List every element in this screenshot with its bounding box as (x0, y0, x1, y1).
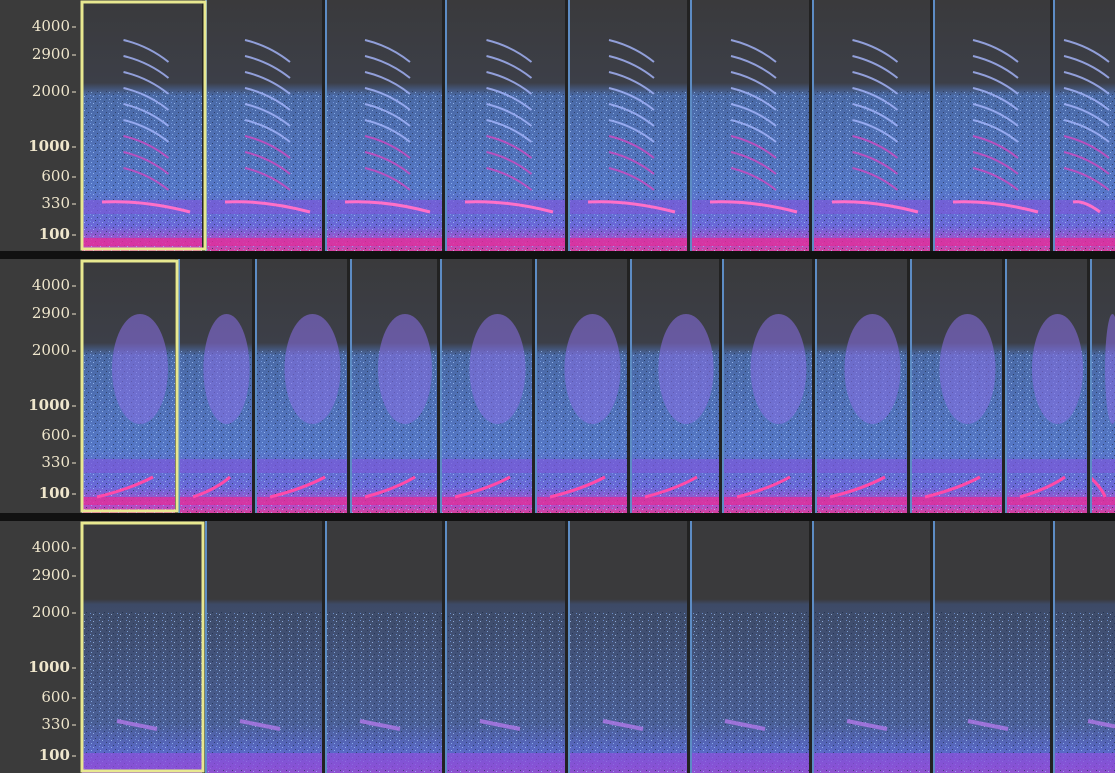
blob (565, 314, 621, 424)
segment-divider (719, 259, 722, 513)
noise (82, 90, 1115, 251)
freq-label: 100 (39, 746, 70, 764)
segment-divider (255, 259, 257, 513)
segment-divider (627, 259, 630, 513)
segment-divider (437, 259, 440, 513)
track: 4000 2900 2000 1000 600 330 100 (0, 0, 1115, 251)
segment-divider (1005, 259, 1007, 513)
blob (658, 314, 713, 424)
segment-divider (535, 259, 537, 513)
blob (751, 314, 807, 424)
segment-divider (630, 259, 632, 513)
segment-divider (690, 521, 692, 773)
freq-label: 2000 (32, 603, 70, 621)
segment-divider (722, 259, 724, 513)
freq-label: 2900 (32, 304, 70, 322)
blob (845, 314, 901, 424)
segment-divider (933, 0, 935, 251)
segment-divider (532, 259, 535, 513)
segment-divider (440, 259, 442, 513)
segment-divider (815, 259, 817, 513)
blob (1032, 314, 1083, 424)
band (82, 238, 1115, 246)
track-ruler (0, 259, 82, 513)
segment-divider (322, 0, 325, 251)
freq-label: 600 (41, 167, 70, 185)
freq-label: 330 (41, 715, 70, 733)
blob (470, 314, 526, 424)
spectrogram-view: 4000 2900 2000 1000 600 330 100 4000 2900 2000 100… (0, 0, 1115, 773)
track-ruler (0, 521, 82, 773)
segment-divider (252, 259, 255, 513)
band (82, 459, 1115, 473)
freq-label: 1000 (28, 137, 70, 155)
segment-divider (347, 259, 350, 513)
freq-label: 100 (39, 484, 70, 502)
blob (203, 314, 249, 424)
segment-divider (809, 521, 812, 773)
blob (940, 314, 996, 424)
segment-divider (325, 521, 327, 773)
segment-divider (565, 521, 568, 773)
freq-label: 2000 (32, 341, 70, 359)
segment-divider (930, 521, 933, 773)
segment-divider (687, 521, 690, 773)
segment-divider (565, 0, 568, 251)
freq-label: 100 (39, 225, 70, 243)
segment-divider (1002, 259, 1005, 513)
segment-divider (1087, 259, 1090, 513)
segment-divider (1090, 259, 1092, 513)
blob (112, 314, 168, 424)
segment-divider (1053, 521, 1055, 773)
freq-label: 600 (41, 426, 70, 444)
segment-divider (568, 521, 570, 773)
freq-label: 2000 (32, 82, 70, 100)
segment-divider (442, 521, 445, 773)
freq-label: 4000 (32, 538, 70, 556)
segment-divider (325, 0, 327, 251)
blob (378, 314, 432, 424)
segment-divider (442, 0, 445, 251)
segment-divider (809, 0, 812, 251)
blob (285, 314, 341, 424)
segment-divider (350, 259, 352, 513)
segment-divider (445, 521, 447, 773)
freq-label: 2900 (32, 566, 70, 584)
segment-divider (1053, 0, 1055, 251)
track: 4000 2900 2000 1000 600 330 100 (0, 521, 1115, 773)
band (82, 753, 1115, 769)
track: 4000 2900 2000 1000 600 330 100 (0, 259, 1115, 513)
freq-label: 1000 (28, 396, 70, 414)
freq-label: 4000 (32, 17, 70, 35)
segment-divider (907, 259, 910, 513)
segment-divider (812, 521, 814, 773)
segment-divider (322, 521, 325, 773)
noise (82, 612, 1115, 773)
freq-label: 4000 (32, 276, 70, 294)
segment-divider (445, 0, 447, 251)
segment-divider (930, 0, 933, 251)
segment-divider (205, 521, 207, 773)
segment-divider (910, 259, 912, 513)
freq-label: 2900 (32, 45, 70, 63)
segment-divider (812, 259, 815, 513)
segment-divider (933, 521, 935, 773)
freq-label: 330 (41, 194, 70, 212)
track-ruler (0, 0, 82, 251)
freq-label: 1000 (28, 658, 70, 676)
freq-label: 600 (41, 688, 70, 706)
freq-label: 330 (41, 453, 70, 471)
band (82, 497, 1115, 505)
segment-divider (690, 0, 692, 251)
segment-divider (1050, 0, 1053, 251)
segment-divider (1050, 521, 1053, 773)
segment-divider (687, 0, 690, 251)
segment-divider (568, 0, 570, 251)
page: 4000 2900 2000 1000 600 330 100 4000 2900 2000 100… (0, 0, 1115, 773)
segment-divider (812, 0, 814, 251)
